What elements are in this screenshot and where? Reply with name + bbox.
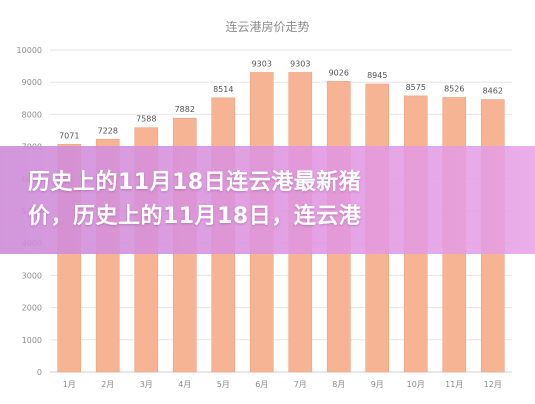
data-label: 7228 xyxy=(98,126,118,135)
y-tick-label: 8000 xyxy=(22,110,42,119)
data-label: 8526 xyxy=(444,84,464,93)
x-tick-label: 7月 xyxy=(294,380,307,389)
x-tick-label: 1月 xyxy=(63,380,76,389)
x-tick-label: 2月 xyxy=(101,380,114,389)
data-label: 7882 xyxy=(175,105,195,114)
x-tick-label: 5月 xyxy=(217,380,230,389)
x-tick-label: 10月 xyxy=(407,380,425,389)
y-tick-label: 3000 xyxy=(22,271,42,280)
data-label: 9026 xyxy=(329,68,349,77)
x-tick-label: 11月 xyxy=(445,380,463,389)
data-label: 7071 xyxy=(59,131,79,140)
y-tick-label: 9000 xyxy=(22,78,42,87)
data-label: 7588 xyxy=(136,115,156,124)
x-tick-label: 9月 xyxy=(371,380,384,389)
headline-line-1: 历史上的11月18日连云港最新猪 xyxy=(28,170,362,195)
x-tick-label: 6月 xyxy=(255,380,268,389)
y-tick-label: 1000 xyxy=(22,336,42,345)
y-tick-label: 2000 xyxy=(22,304,42,313)
x-tick-label: 3月 xyxy=(140,380,153,389)
data-label: 8514 xyxy=(213,85,233,94)
y-tick-label: 10000 xyxy=(17,46,42,55)
x-tick-label: 4月 xyxy=(178,380,191,389)
chart-title: 连云港房价走势 xyxy=(225,20,310,34)
data-label: 8945 xyxy=(367,71,387,80)
headline-line-2: 价，历史上的11月18日，连云港 xyxy=(28,204,362,229)
data-label: 9303 xyxy=(252,59,272,68)
x-tick-label: 12月 xyxy=(484,380,502,389)
data-label: 8575 xyxy=(406,83,426,92)
headline-banner: 历史上的11月18日连云港最新猪 价，历史上的11月18日，连云港 xyxy=(0,146,535,254)
data-label: 8462 xyxy=(483,87,503,96)
y-tick-label: 0 xyxy=(37,368,42,377)
data-label: 9303 xyxy=(290,59,310,68)
x-tick-label: 8月 xyxy=(332,380,345,389)
